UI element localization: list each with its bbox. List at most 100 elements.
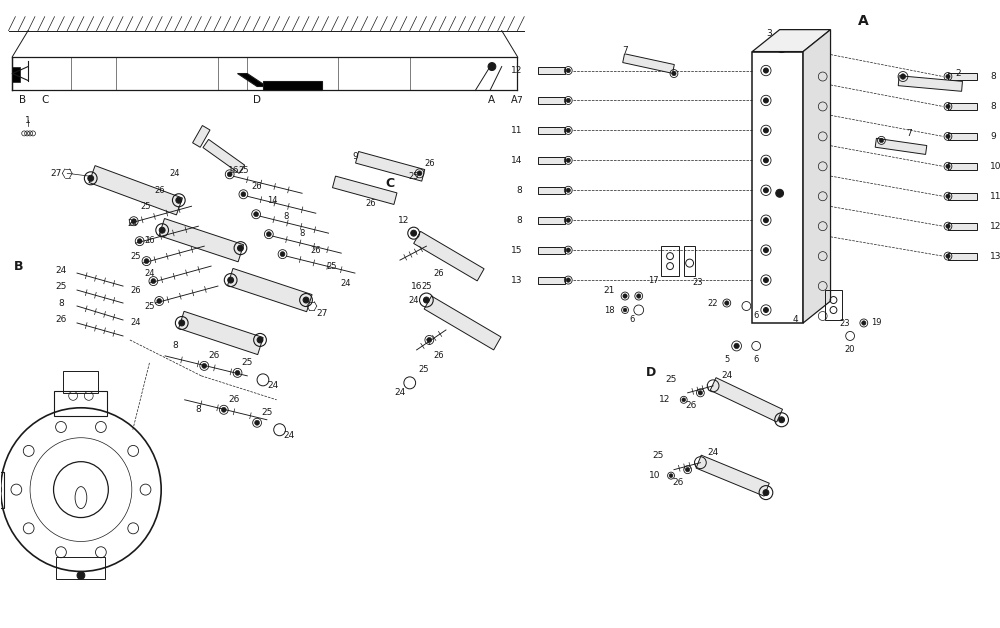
Polygon shape xyxy=(538,247,565,254)
Text: 11: 11 xyxy=(511,126,522,135)
Circle shape xyxy=(764,158,768,163)
Circle shape xyxy=(241,192,246,197)
Circle shape xyxy=(946,194,950,198)
Circle shape xyxy=(566,248,570,252)
Text: 24: 24 xyxy=(707,448,719,457)
Text: 22: 22 xyxy=(708,298,718,308)
Circle shape xyxy=(266,232,271,237)
Text: 8: 8 xyxy=(299,229,305,237)
Circle shape xyxy=(176,197,182,203)
Circle shape xyxy=(764,188,768,193)
Text: 26: 26 xyxy=(672,478,684,487)
Text: A: A xyxy=(511,95,518,106)
Text: 12: 12 xyxy=(658,395,670,404)
Text: A: A xyxy=(488,95,496,106)
Text: 8: 8 xyxy=(284,212,289,220)
Text: 25: 25 xyxy=(421,281,432,291)
Text: 12: 12 xyxy=(511,66,522,75)
Polygon shape xyxy=(193,126,210,148)
Text: 24: 24 xyxy=(130,318,141,327)
Polygon shape xyxy=(875,138,927,154)
Circle shape xyxy=(779,417,785,423)
Text: B: B xyxy=(19,95,26,106)
Polygon shape xyxy=(948,163,977,170)
Circle shape xyxy=(228,277,234,283)
Circle shape xyxy=(159,227,165,233)
Text: 13: 13 xyxy=(990,252,1000,261)
Polygon shape xyxy=(710,377,783,422)
Text: 26: 26 xyxy=(252,181,262,191)
Text: 25: 25 xyxy=(242,359,253,367)
Circle shape xyxy=(566,68,570,73)
Text: 11: 11 xyxy=(990,192,1000,201)
Text: B: B xyxy=(14,259,23,273)
Text: 16: 16 xyxy=(411,281,422,291)
Text: 14: 14 xyxy=(511,156,522,165)
Text: 25: 25 xyxy=(653,451,664,460)
Text: 24: 24 xyxy=(394,388,406,398)
Polygon shape xyxy=(238,73,267,87)
Circle shape xyxy=(137,239,142,244)
Circle shape xyxy=(423,297,429,303)
Polygon shape xyxy=(263,80,322,90)
Text: 1: 1 xyxy=(25,116,31,125)
Text: A: A xyxy=(858,14,869,28)
Text: 12: 12 xyxy=(990,222,1000,230)
Text: 26: 26 xyxy=(56,315,67,325)
Text: 8: 8 xyxy=(172,342,178,350)
Text: 8: 8 xyxy=(195,405,201,414)
Circle shape xyxy=(734,343,739,349)
Text: 20: 20 xyxy=(845,345,855,354)
Text: 24: 24 xyxy=(128,219,138,228)
Text: 24: 24 xyxy=(721,371,732,381)
Circle shape xyxy=(946,164,950,168)
Text: 24: 24 xyxy=(56,266,67,274)
Text: 4: 4 xyxy=(792,315,798,325)
Polygon shape xyxy=(538,157,565,164)
Circle shape xyxy=(151,279,156,284)
Circle shape xyxy=(669,474,673,477)
Text: 15: 15 xyxy=(511,246,522,254)
Circle shape xyxy=(764,218,768,223)
Polygon shape xyxy=(424,296,501,350)
Text: 27: 27 xyxy=(50,169,61,178)
Bar xyxy=(0,472,4,507)
Circle shape xyxy=(131,219,136,224)
Bar xyxy=(752,51,803,323)
Text: 8: 8 xyxy=(517,186,522,195)
Text: 25: 25 xyxy=(56,281,67,291)
Text: 21: 21 xyxy=(604,286,615,295)
Circle shape xyxy=(303,297,309,303)
Text: D: D xyxy=(253,95,261,106)
Bar xyxy=(12,67,20,82)
Text: 18: 18 xyxy=(604,305,615,315)
Text: 23: 23 xyxy=(839,320,850,328)
Circle shape xyxy=(488,63,496,70)
Circle shape xyxy=(427,337,432,342)
Text: 26: 26 xyxy=(434,269,444,278)
Bar xyxy=(825,290,842,320)
Circle shape xyxy=(566,278,570,282)
Bar xyxy=(54,391,107,416)
Circle shape xyxy=(862,321,866,325)
Circle shape xyxy=(255,420,260,425)
Text: 26: 26 xyxy=(154,186,165,195)
Circle shape xyxy=(566,98,570,102)
Circle shape xyxy=(637,294,641,298)
Circle shape xyxy=(764,247,768,252)
Text: 6: 6 xyxy=(753,355,759,364)
Polygon shape xyxy=(948,252,977,259)
Circle shape xyxy=(763,490,769,495)
Text: 7: 7 xyxy=(517,96,522,105)
Text: 10: 10 xyxy=(990,162,1000,171)
Circle shape xyxy=(682,398,686,402)
Circle shape xyxy=(280,252,285,257)
Circle shape xyxy=(946,104,950,109)
Polygon shape xyxy=(538,67,565,74)
Polygon shape xyxy=(228,268,312,311)
Text: 24: 24 xyxy=(144,269,155,278)
Text: 25: 25 xyxy=(665,376,677,384)
Polygon shape xyxy=(538,97,565,104)
Text: C: C xyxy=(386,177,395,190)
Text: 2: 2 xyxy=(955,69,961,78)
